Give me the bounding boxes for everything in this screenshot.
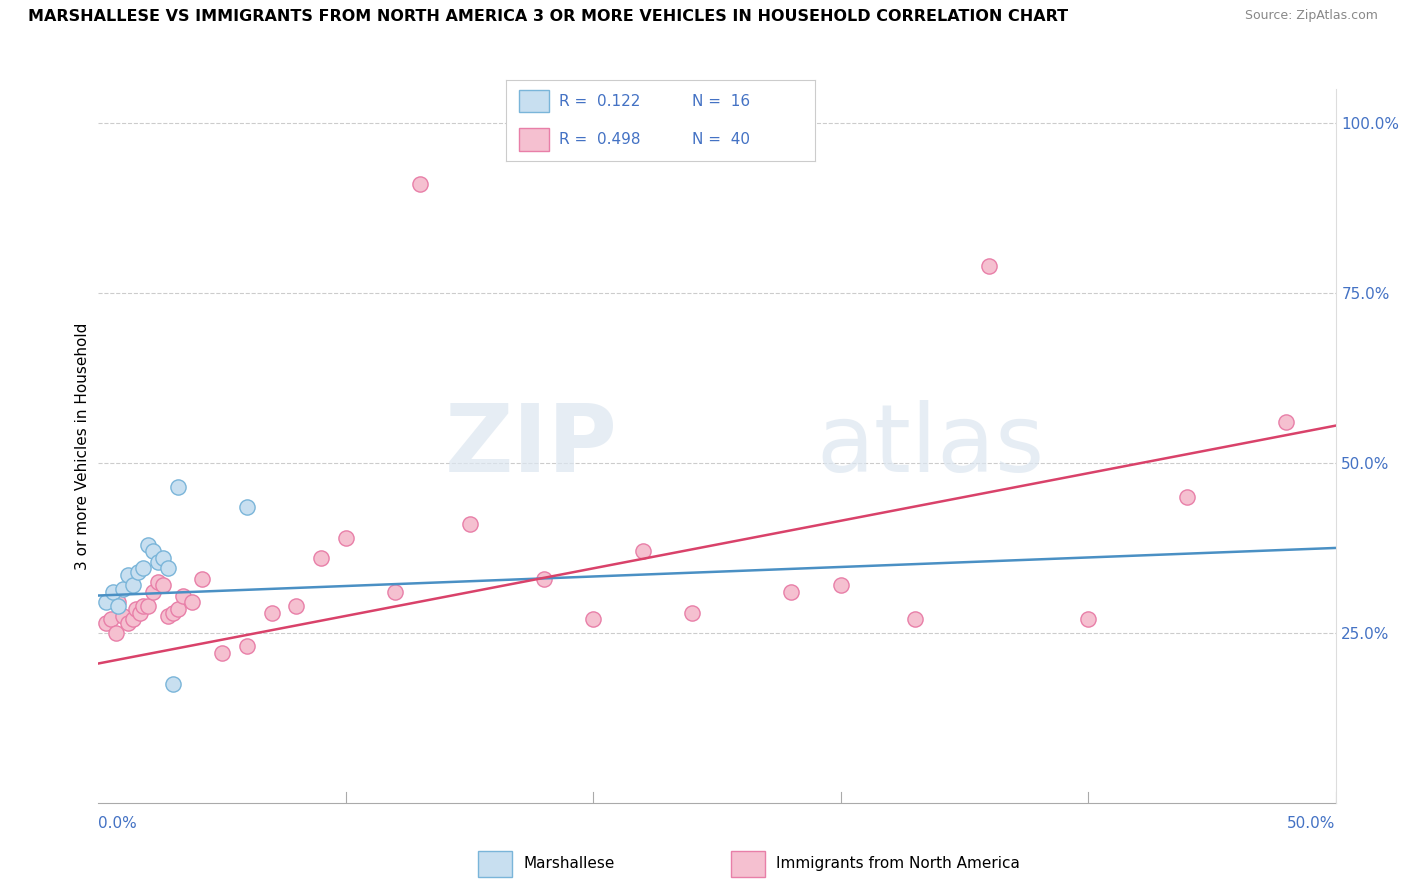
- Point: [1077, 612, 1099, 626]
- Point: [146, 555, 169, 569]
- Point: [94, 615, 117, 630]
- Point: [260, 606, 283, 620]
- Point: [162, 677, 184, 691]
- Point: [112, 582, 135, 596]
- Point: [681, 606, 703, 620]
- Point: [104, 626, 127, 640]
- Point: [117, 615, 139, 630]
- Point: [458, 517, 481, 532]
- Point: [117, 568, 139, 582]
- Text: Immigrants from North America: Immigrants from North America: [776, 855, 1019, 871]
- Point: [124, 602, 146, 616]
- Text: N =  16: N = 16: [692, 94, 749, 109]
- Point: [127, 565, 149, 579]
- Point: [780, 585, 803, 599]
- Point: [112, 608, 135, 623]
- Point: [142, 585, 165, 599]
- Point: [830, 578, 852, 592]
- Text: Source: ZipAtlas.com: Source: ZipAtlas.com: [1244, 9, 1378, 22]
- Point: [166, 602, 188, 616]
- Text: atlas: atlas: [815, 400, 1045, 492]
- Point: [156, 608, 179, 623]
- Point: [309, 551, 332, 566]
- Point: [582, 612, 605, 626]
- Point: [172, 589, 194, 603]
- Point: [533, 572, 555, 586]
- Point: [136, 537, 159, 551]
- Point: [166, 480, 188, 494]
- Text: 50.0%: 50.0%: [1288, 816, 1336, 831]
- Point: [979, 259, 1001, 273]
- Point: [107, 599, 129, 613]
- Bar: [478, 851, 512, 877]
- Bar: [519, 90, 550, 112]
- Point: [1175, 490, 1198, 504]
- Point: [107, 595, 129, 609]
- Bar: [519, 128, 550, 151]
- Point: [152, 578, 174, 592]
- Point: [1275, 415, 1298, 429]
- Point: [136, 599, 159, 613]
- Point: [181, 595, 204, 609]
- Point: [191, 572, 214, 586]
- Bar: [731, 851, 765, 877]
- Point: [146, 574, 169, 589]
- Point: [100, 612, 122, 626]
- Text: 0.0%: 0.0%: [98, 816, 138, 831]
- Point: [132, 599, 155, 613]
- Point: [236, 500, 259, 515]
- Text: N =  40: N = 40: [692, 132, 749, 147]
- Point: [409, 178, 432, 192]
- Point: [152, 551, 174, 566]
- Point: [236, 640, 259, 654]
- Point: [162, 606, 184, 620]
- Point: [335, 531, 357, 545]
- Text: R =  0.122: R = 0.122: [558, 94, 640, 109]
- Y-axis label: 3 or more Vehicles in Household: 3 or more Vehicles in Household: [75, 322, 90, 570]
- Point: [384, 585, 406, 599]
- Text: ZIP: ZIP: [446, 400, 619, 492]
- Text: R =  0.498: R = 0.498: [558, 132, 640, 147]
- Point: [156, 561, 179, 575]
- Point: [904, 612, 927, 626]
- Point: [103, 585, 125, 599]
- Point: [211, 646, 233, 660]
- Point: [132, 561, 155, 575]
- Point: [631, 544, 654, 558]
- Point: [122, 612, 145, 626]
- Text: MARSHALLESE VS IMMIGRANTS FROM NORTH AMERICA 3 OR MORE VEHICLES IN HOUSEHOLD COR: MARSHALLESE VS IMMIGRANTS FROM NORTH AME…: [28, 9, 1069, 24]
- Text: Marshallese: Marshallese: [523, 855, 614, 871]
- Point: [122, 578, 145, 592]
- Point: [285, 599, 308, 613]
- Point: [94, 595, 117, 609]
- Point: [142, 544, 165, 558]
- Point: [129, 606, 152, 620]
